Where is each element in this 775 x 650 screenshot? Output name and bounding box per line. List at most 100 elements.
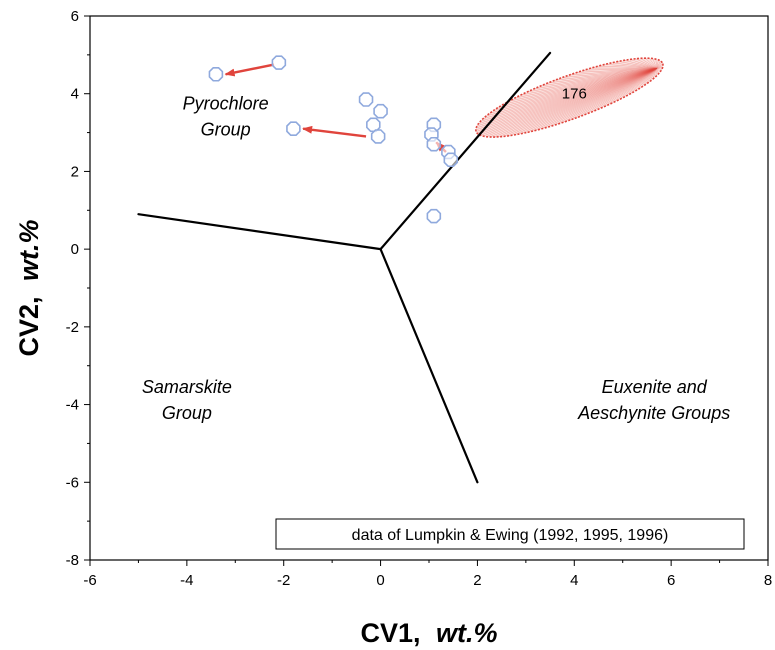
ellipse-ray [656,68,662,70]
ellipse-ray [478,68,657,135]
region-label: Pyrochlore Group [183,93,269,139]
ellipse-ray [554,68,657,81]
ellipse-ray [554,68,657,126]
ellipse-ray [508,68,657,136]
x-tick-label: 2 [473,572,481,589]
data-points [208,55,459,224]
ellipse-ray [649,58,657,69]
ellipse-ray [547,68,657,128]
ellipse-ray [649,68,657,83]
ellipse-ray [498,68,657,138]
shift-arrow [302,125,367,138]
ellipse-ray [656,62,663,69]
ellipse-ray [645,58,657,69]
boundary-lines [137,51,552,484]
y-tick-label: -8 [66,552,79,569]
ellipse-ray [569,68,657,76]
ellipse-ray [547,68,657,84]
ellipse-ray [605,68,657,107]
svg-text:CV1, wt.%: CV1, wt.% [360,618,497,648]
ellipse-ray [480,68,657,136]
ellipse-region [475,57,664,138]
ellipse-ray [583,68,657,116]
data-point [358,92,374,107]
ellipse-ray [476,68,657,132]
source-note-box: data of Lumpkin & Ewing (1992, 1995, 199… [275,518,745,550]
boundary-line [379,248,479,484]
region-label: Euxenite and Aeschynite Groups [577,377,730,423]
ellipse-ray [540,68,657,130]
ellipse-ray [618,68,657,101]
data-point [271,55,287,70]
source-note-text: data of Lumpkin & Ewing (1992, 1995, 199… [352,527,669,544]
ellipse-ray [489,68,657,114]
y-tick-label: 4 [71,86,79,103]
ellipse-ray [478,68,657,124]
x-axis-title-unit: wt.% [436,618,498,648]
region-label: Samarskite Group [142,377,232,423]
ellipse-ray [598,65,657,69]
ellipse-ray [533,68,657,132]
ellipse-ray [493,68,657,138]
ellipse-ray [652,58,657,69]
ellipse-ray [611,62,657,69]
ellipse-ray [486,68,657,117]
region-label-line: Group [162,403,212,423]
data-point [370,129,386,144]
ellipse-ray [498,68,657,108]
shift-arrow [224,63,275,77]
boundary-line [137,213,382,251]
ellipse-ray [655,68,657,77]
ellipse-ray [482,68,657,119]
ellipse-ray [598,68,657,110]
region-label-line: Group [201,119,251,139]
ellipse-annotation-label: 176 [562,86,587,103]
y-axis-title-text: CV2, [14,297,44,357]
region-labels: Pyrochlore Group Samarskite Group Euxenite a… [142,93,730,423]
ellipse-ray [630,68,657,95]
ellipse-ray [635,58,657,69]
ellipse-ray [656,68,661,72]
region-label-line: Pyrochlore [183,93,269,113]
ellipse-ray [526,68,657,93]
ellipse-ray [611,68,657,104]
y-tick-label: 2 [71,163,79,180]
data-point [373,103,388,119]
y-tick-label: 6 [71,8,79,25]
y-axis-title: CV2, wt.% [14,219,44,356]
data-point [426,208,442,224]
ellipse-ray [584,68,657,71]
x-tick-label: -4 [180,572,193,589]
ellipse-ray [655,59,657,69]
x-tick-label: -6 [83,572,96,589]
data-point [286,121,301,136]
ellipse-ray [624,60,657,69]
ellipse-ray [656,65,664,69]
ellipse-ray [475,68,657,131]
ellipse-ray [624,68,657,98]
ellipse-ray [656,63,663,69]
ellipse-ray [640,58,657,69]
ellipse-ray [489,68,657,138]
ellipse-ray [485,68,657,137]
ellipse-ray [576,68,657,73]
ellipse-ray [618,61,657,69]
ellipse-ray [591,68,657,113]
ellipse-ray [514,68,657,99]
ellipse-ray [569,68,657,121]
ellipse-group [475,57,664,138]
ellipse-ray [476,68,657,134]
ellipse-ray [656,60,661,69]
ellipse-ray [508,68,657,102]
ellipse-ray [503,68,657,105]
y-tick-label: -4 [66,397,79,414]
ellipse-ray [480,68,657,122]
ellipse-ray [576,68,657,118]
ellipse-ray [540,68,657,87]
ellipse-ray [630,59,657,69]
data-point [208,67,224,82]
x-tick-label: 8 [764,572,772,589]
y-tick-label: -2 [66,319,79,336]
